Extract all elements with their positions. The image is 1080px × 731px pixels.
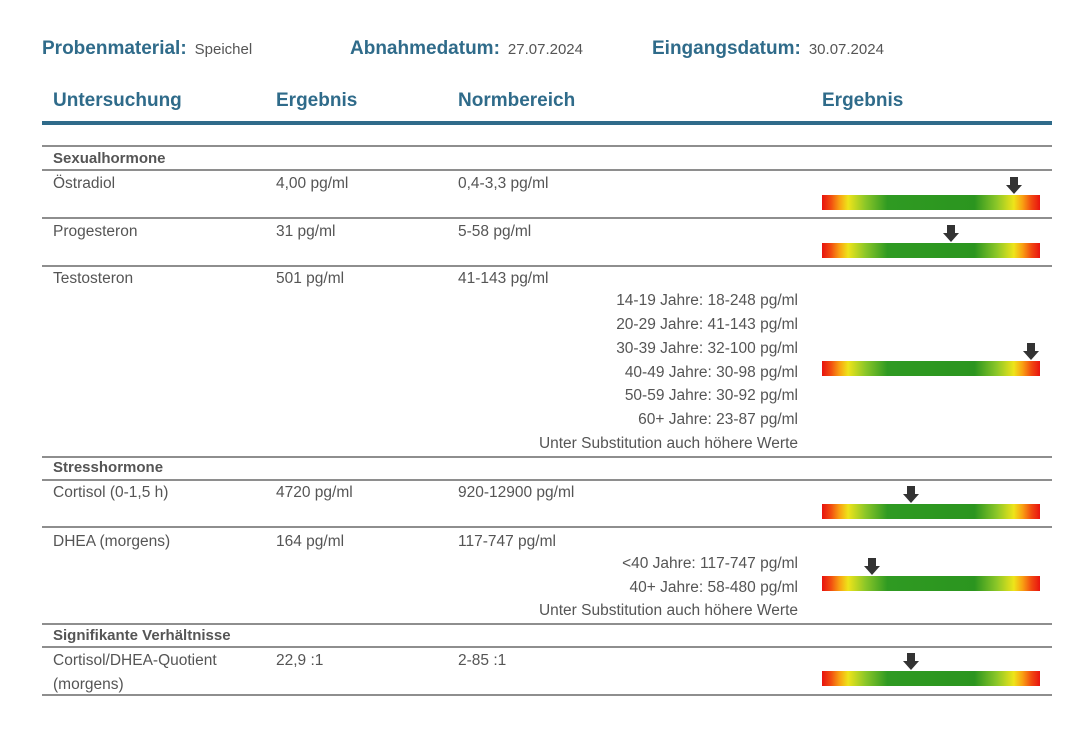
- range-bar: [822, 671, 1040, 686]
- row-cortisol-name: Cortisol (0-1,5 h): [53, 484, 169, 501]
- row-quotient-result: 22,9 :1: [276, 652, 324, 669]
- eingangsdatum-value: 30.07.2024: [808, 41, 884, 58]
- testosteron-sub-range: 60+ Jahre: 23-87 pg/ml: [638, 411, 798, 428]
- result-arrow-icon: [942, 225, 959, 242]
- abnahmedatum: Abnahmedatum: 27.07.2024: [350, 38, 583, 60]
- divider: [42, 694, 1052, 696]
- divider: [42, 526, 1052, 528]
- row-oestradiol-range: 0,4-3,3 pg/ml: [458, 175, 549, 192]
- result-arrow-icon: [864, 558, 881, 575]
- testosteron-sub-range: 14-19 Jahre: 18-248 pg/ml: [616, 292, 798, 309]
- dhea-sub-range: <40 Jahre: 117-747 pg/ml: [622, 555, 798, 572]
- row-testosteron-range: 41-143 pg/ml: [458, 270, 549, 287]
- divider: [42, 623, 1052, 625]
- divider: [42, 169, 1052, 171]
- row-testosteron-result: 501 pg/ml: [276, 270, 345, 287]
- row-progesteron-range: 5-58 pg/ml: [458, 223, 532, 240]
- row-quotient-name: Cortisol/DHEA-Quotient: [53, 652, 217, 669]
- dhea-substitution-note: Unter Substitution auch höhere Werte: [538, 602, 798, 619]
- row-dhea-range: 117-747 pg/ml: [458, 533, 556, 550]
- row-progesteron-name: Progesteron: [53, 223, 138, 240]
- testosteron-sub-range: 50-59 Jahre: 30-92 pg/ml: [624, 387, 798, 404]
- testosteron-substitution-note: Unter Substitution auch höhere Werte: [538, 435, 798, 452]
- eingangsdatum-label: Eingangsdatum:: [652, 38, 801, 59]
- row-quotient-name-line2: (morgens): [53, 676, 124, 693]
- row-progesteron-result: 31 pg/ml: [276, 223, 336, 240]
- header-ergebnis: Ergebnis: [276, 90, 358, 111]
- divider: [42, 265, 1052, 267]
- result-arrow-icon: [903, 486, 920, 503]
- probenmaterial: Probenmaterial: Speichel: [42, 38, 252, 60]
- row-oestradiol-name: Östradiol: [53, 175, 116, 192]
- row-cortisol-result: 4720 pg/ml: [276, 484, 353, 501]
- row-quotient-range: 2-85 :1: [458, 652, 507, 669]
- section-sexualhormone: Sexualhormone: [53, 150, 166, 167]
- row-oestradiol-result: 4,00 pg/ml: [276, 175, 349, 192]
- section-verhaeltnisse: Signifikante Verhältnisse: [53, 627, 231, 644]
- testosteron-sub-range: 30-39 Jahre: 32-100 pg/ml: [616, 340, 798, 357]
- probenmaterial-label: Probenmaterial:: [42, 38, 187, 59]
- range-bar: [822, 195, 1040, 210]
- divider: [42, 217, 1052, 219]
- header-normbereich: Normbereich: [458, 90, 576, 111]
- section-stresshormone: Stresshormone: [53, 459, 164, 476]
- divider: [42, 646, 1052, 648]
- header-rule: [42, 121, 1052, 125]
- testosteron-sub-range: 40-49 Jahre: 30-98 pg/ml: [624, 364, 798, 381]
- row-dhea-name: DHEA (morgens): [53, 533, 171, 550]
- header-untersuchung: Untersuchung: [53, 90, 182, 111]
- range-bar: [822, 243, 1040, 258]
- result-arrow-icon: [903, 653, 920, 670]
- probenmaterial-value: Speichel: [194, 41, 253, 58]
- range-bar: [822, 361, 1040, 376]
- header-ergebnis-bar: Ergebnis: [822, 90, 904, 111]
- range-bar: [822, 576, 1040, 591]
- testosteron-sub-range: 20-29 Jahre: 41-143 pg/ml: [616, 316, 798, 333]
- result-arrow-icon: [1005, 177, 1022, 194]
- eingangsdatum: Eingangsdatum: 30.07.2024: [652, 38, 884, 60]
- divider: [42, 456, 1052, 458]
- row-cortisol-range: 920-12900 pg/ml: [458, 484, 575, 501]
- abnahmedatum-label: Abnahmedatum:: [350, 38, 500, 59]
- result-arrow-icon: [1023, 343, 1040, 360]
- dhea-sub-range: 40+ Jahre: 58-480 pg/ml: [629, 579, 798, 596]
- range-bar: [822, 504, 1040, 519]
- row-dhea-result: 164 pg/ml: [276, 533, 345, 550]
- divider: [42, 479, 1052, 481]
- abnahmedatum-value: 27.07.2024: [507, 41, 583, 58]
- divider: [42, 145, 1052, 147]
- row-testosteron-name: Testosteron: [53, 270, 134, 287]
